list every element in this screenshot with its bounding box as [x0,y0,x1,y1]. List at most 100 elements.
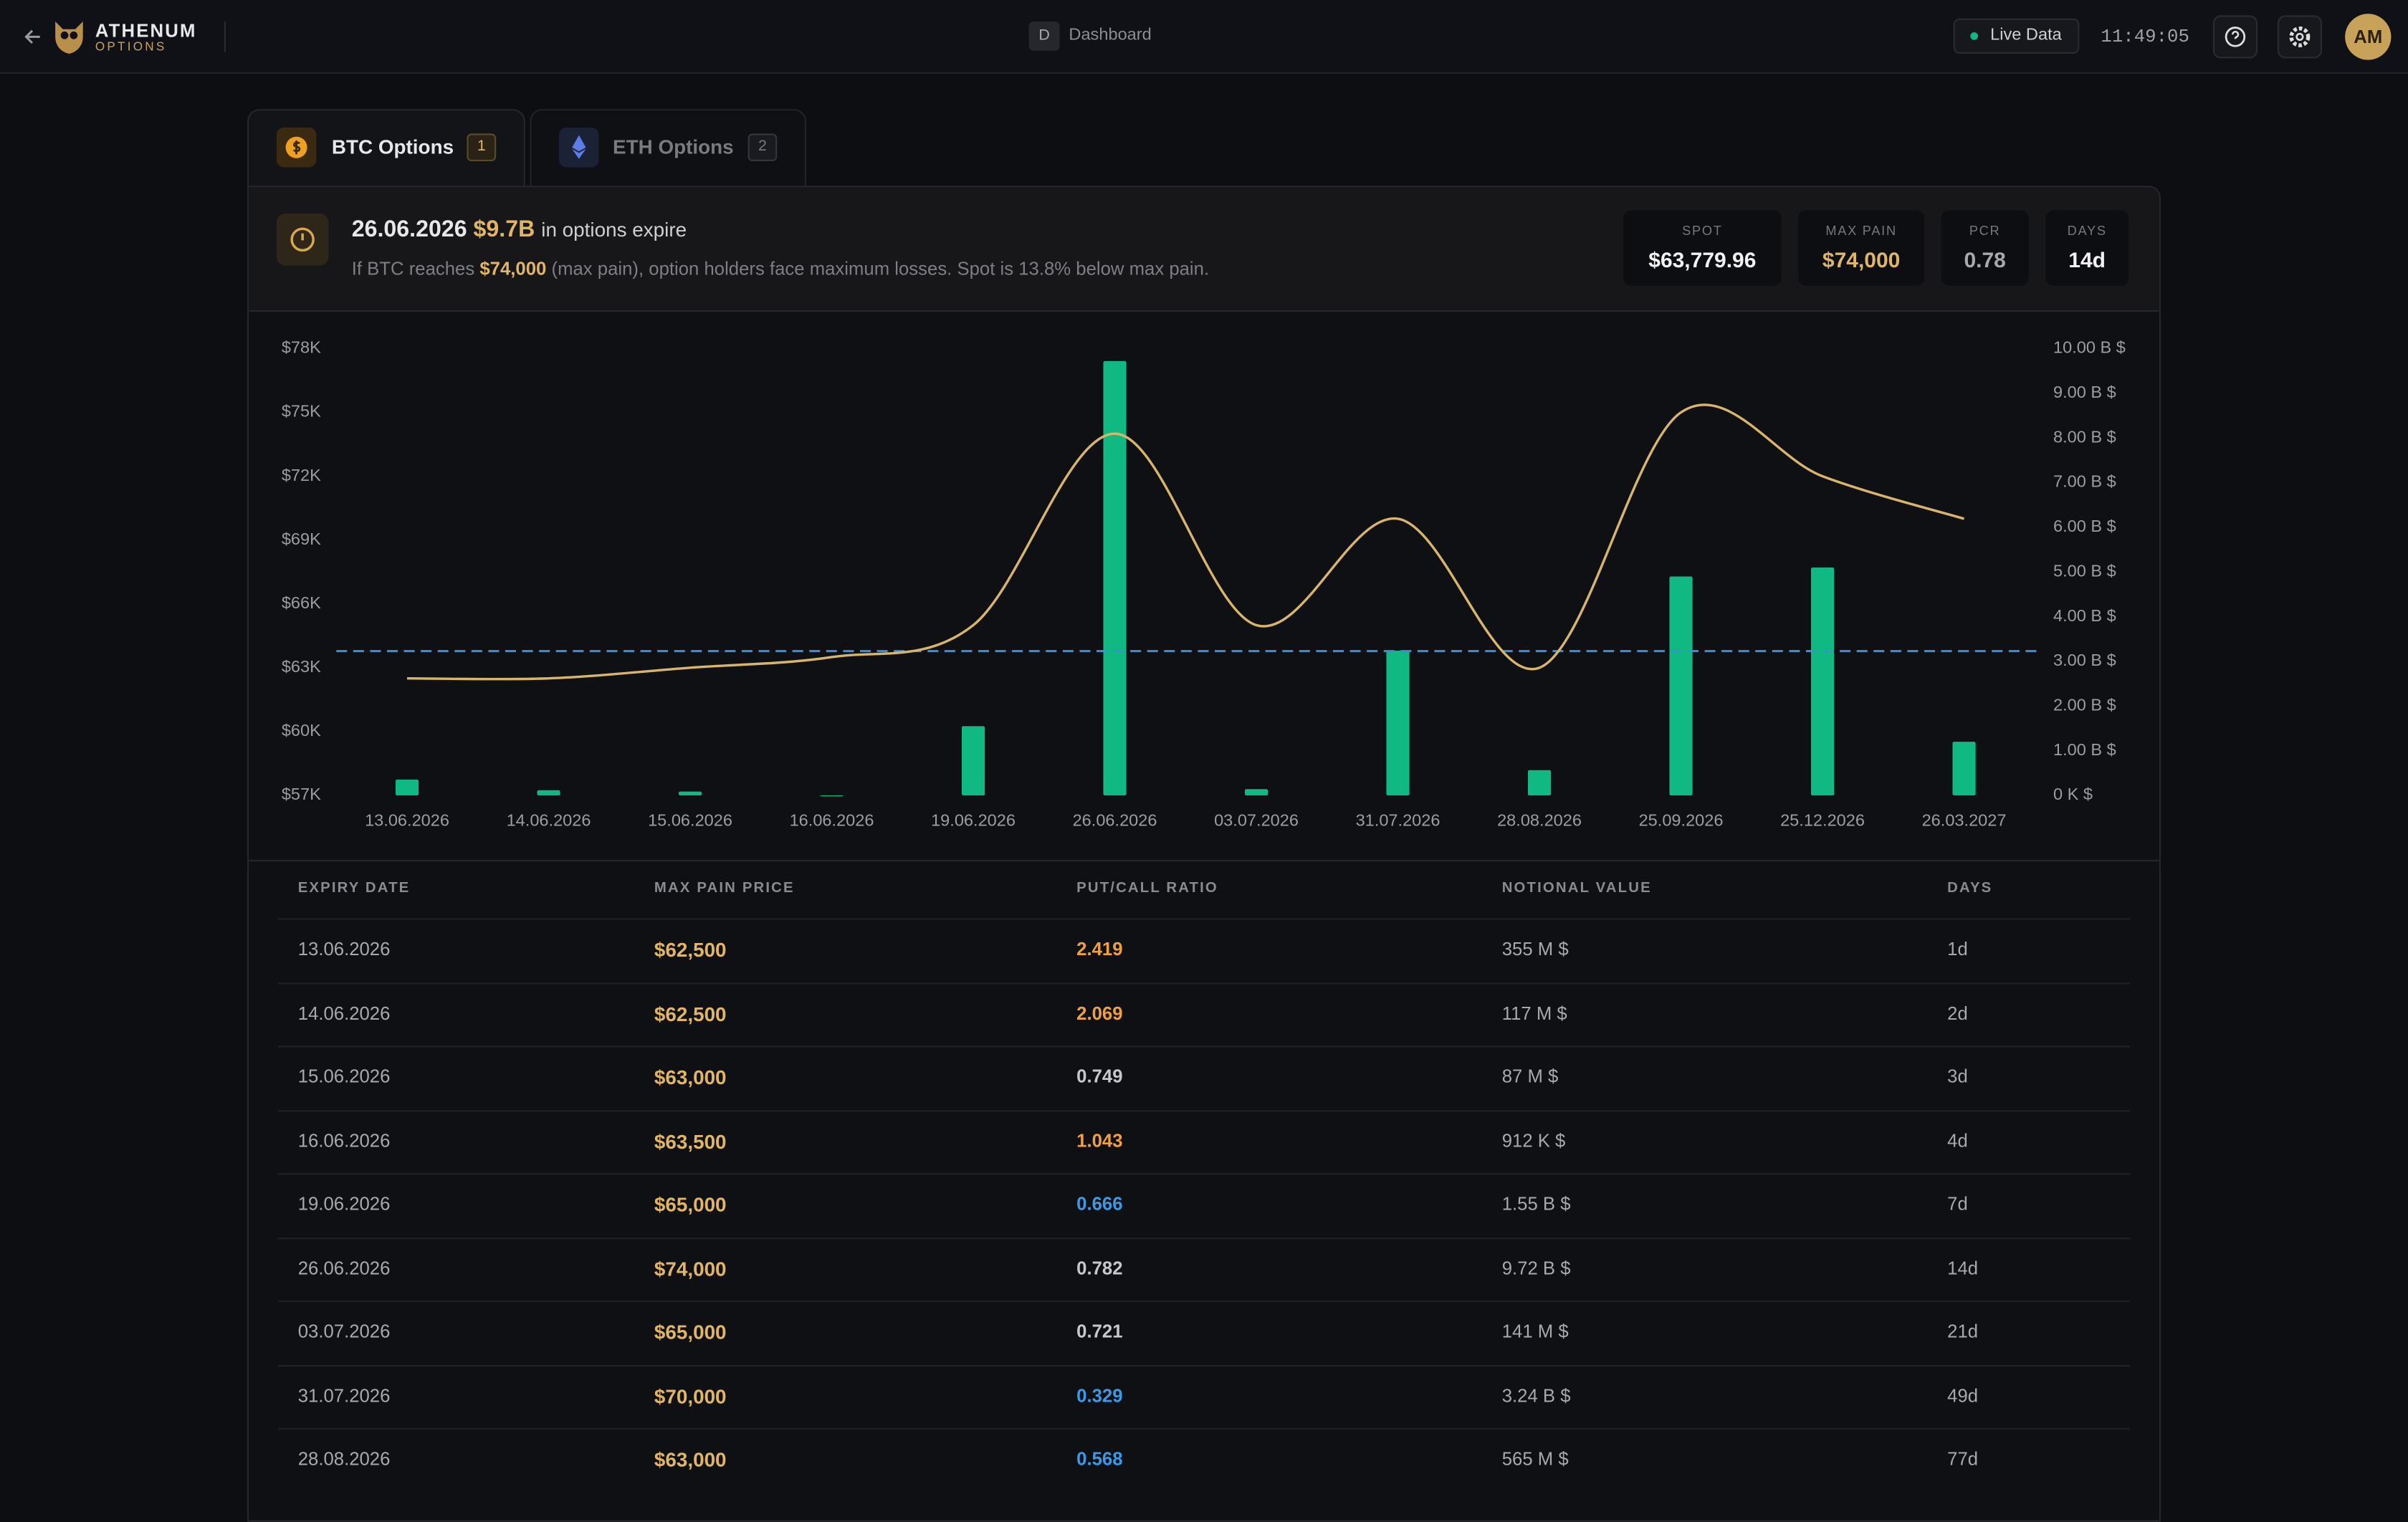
stat-label: MAX PAIN [1825,222,1897,239]
table-cell: 141 M $ [1501,1320,1569,1342]
stat-card: PCR 0.78 [1941,210,2029,286]
table-cell: 565 M $ [1501,1447,1569,1470]
expiry-date: 14.06.2026 [297,1002,391,1024]
banner-date: 26.06.2026 [351,216,467,243]
expiry-date: 16.06.2026 [297,1129,391,1152]
banner-amount: $9.7B [473,216,535,243]
avatar[interactable]: AM [2345,14,2392,60]
back-button[interactable] [22,24,46,49]
banner-note: If BTC reaches $74,000 (max pain), optio… [352,258,1209,279]
row-separator [277,1301,2131,1303]
row-separator [277,982,2131,984]
table-cell: 912 K $ [1501,1129,1566,1152]
x-tick-label: 15.06.2026 [648,811,732,830]
y-tick-label: $63K [282,657,321,676]
row-separator [277,918,2131,920]
table-cell: $62,500 [654,938,727,962]
bar [1810,567,1835,795]
table-cell: $70,000 [654,1384,727,1407]
stat-value: $74,000 [1822,247,1901,272]
x-tick-label: 28.08.2026 [1497,811,1582,830]
stat-label: DAYS [2067,222,2107,239]
table-cell: 49d [1947,1384,1979,1406]
table-cell: 2.069 [1076,1002,1123,1024]
expiry-date: 03.07.2026 [297,1320,391,1342]
column-header: DAYS [1947,879,1993,897]
x-tick-label: 31.07.2026 [1356,811,1440,830]
bar [1669,576,1693,795]
bar [537,790,560,795]
bar [1244,789,1268,795]
y2-tick-label: 7.00 B $ [2053,472,2116,491]
stat-label: SPOT [1682,222,1723,239]
table-cell: 0.568 [1076,1447,1123,1470]
y-tick-label: $66K [282,593,321,612]
bar [820,795,844,797]
eth-icon [559,127,599,168]
divider [249,860,2159,862]
table-cell: $74,000 [654,1256,727,1281]
table-cell: 117 M $ [1501,1002,1567,1024]
expiry-date: 31.07.2026 [297,1384,391,1406]
divider [224,21,226,52]
table-cell: 355 M $ [1501,938,1569,960]
bar [1527,770,1552,795]
y2-tick-label: 4.00 B $ [2053,606,2116,625]
expiry-date: 26.06.2026 [297,1256,391,1278]
x-tick-label: 14.06.2026 [507,811,591,830]
table-cell: 0.666 [1076,1193,1123,1215]
table-cell: 14d [1947,1256,1979,1278]
stat-label: PCR [1969,222,2001,239]
y-tick-label: $78K [282,338,321,357]
page-title: Dashboard [1069,26,1152,45]
table-cell: 3d [1947,1066,1968,1088]
table-cell: $63,000 [654,1066,727,1089]
y-tick-label: $57K [282,785,321,803]
page-key: D [1028,21,1060,51]
expiry-date: 13.06.2026 [297,938,391,960]
expiry-date: 28.08.2026 [297,1447,391,1470]
table-cell: $65,000 [654,1193,727,1217]
bar [961,726,985,795]
table-cell: 4d [1947,1129,1968,1152]
stat-value: $63,779.96 [1648,247,1757,272]
stat-value: 14d [2068,247,2106,272]
row-separator [277,1173,2131,1175]
table-cell: 2d [1947,1002,1968,1024]
stat-card: DAYS 14d [2045,210,2128,286]
live-label: Live Data [1990,26,2062,45]
logo [55,21,83,54]
note-highlight: $74,000 [479,258,547,279]
x-tick-label: 16.06.2026 [790,811,874,830]
y-tick-label: $60K [282,721,321,740]
tab-label: ETH Options [613,135,734,158]
column-header: NOTIONAL VALUE [1501,879,1652,897]
y-tick-label: $69K [282,530,321,548]
help-button[interactable] [2212,15,2258,59]
bar [1103,360,1127,795]
table-cell: 0.329 [1076,1384,1123,1406]
table-cell: $62,500 [654,1002,727,1025]
x-tick-label: 13.06.2026 [365,811,449,830]
table-cell: 0.749 [1076,1066,1123,1088]
y-tick-label: $75K [282,402,321,421]
y2-tick-label: 10.00 B $ [2053,338,2126,357]
banner-headline: 26.06.2026 $9.7B in options expire [352,216,687,242]
stat-card: MAX PAIN $74,000 [1798,210,1924,286]
settings-button[interactable] [2277,15,2322,59]
bar [678,791,702,795]
tab-label: BTC Options [331,135,454,158]
x-tick-label: 25.12.2026 [1780,811,1865,830]
expiry-date: 15.06.2026 [297,1066,391,1088]
table-cell: 1.043 [1076,1129,1123,1152]
y2-tick-label: 0 K $ [2053,785,2093,803]
x-tick-label: 26.03.2027 [1922,811,2007,830]
banner-suffix: in options expire [541,218,687,241]
column-header: PUT/CALL RATIO [1076,879,1218,897]
y2-tick-label: 1.00 B $ [2053,740,2116,759]
y2-tick-label: 5.00 B $ [2053,561,2116,580]
brand: ATHENUM [95,19,197,42]
live-dot [1970,32,1978,40]
table-cell: 1d [1947,938,1968,960]
